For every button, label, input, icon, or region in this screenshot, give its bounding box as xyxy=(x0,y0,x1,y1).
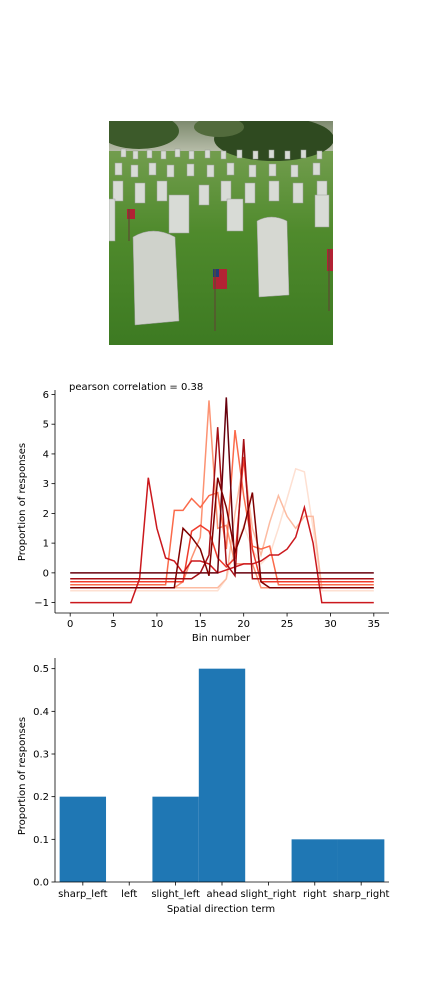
y-tick-label: 0.1 xyxy=(33,835,49,846)
series-line-5 xyxy=(70,456,374,583)
y-tick-label: 1 xyxy=(43,539,49,550)
x-tick-label: 0 xyxy=(67,619,73,630)
series-line-1 xyxy=(70,467,374,592)
y-tick-label: 0.2 xyxy=(33,792,49,803)
y-tick-label: 5 xyxy=(43,420,49,431)
y-tick-label: 0.4 xyxy=(33,707,49,718)
series-line-6 xyxy=(70,477,374,604)
line-chart: pearson correlation = 0.38 0 5 10 15 20 25 30 3… xyxy=(17,382,389,644)
x-tick-label: 35 xyxy=(367,619,380,630)
x-tick-label: 5 xyxy=(110,619,116,630)
x-tick-label: 30 xyxy=(324,619,337,630)
cemetery-photo xyxy=(109,121,333,345)
y-tick-label: 0.3 xyxy=(33,750,49,761)
series-line-9 xyxy=(70,477,374,589)
y-axis-label: Proportion of responses xyxy=(17,717,28,835)
bar-sharp_left xyxy=(59,796,107,882)
x-tick-label: right xyxy=(303,889,327,900)
bar-chart: sharp_left left slight_left ahead slight_rig… xyxy=(17,658,390,915)
y-tick-label: −1 xyxy=(34,598,49,609)
y-tick-label: 6 xyxy=(43,390,49,401)
bar-right xyxy=(291,839,338,882)
bar-ahead xyxy=(198,668,246,882)
x-tick-label: left xyxy=(121,889,137,900)
x-axis-label: Spatial direction term xyxy=(167,904,275,915)
x-tick-label: 15 xyxy=(194,619,207,630)
series-line-8 xyxy=(70,397,374,574)
series-line-7 xyxy=(70,427,374,580)
x-tick-label: ahead xyxy=(206,889,237,900)
x-tick-label: 25 xyxy=(281,619,294,630)
y-tick-label: 0 xyxy=(43,568,49,579)
x-tick-label: 10 xyxy=(151,619,164,630)
chart-annotation: pearson correlation = 0.38 xyxy=(69,382,203,393)
y-tick-label: 3 xyxy=(43,479,49,490)
y-tick-label: 0.5 xyxy=(33,664,49,675)
y-tick-label: 4 xyxy=(43,449,49,460)
x-tick-label: slight_right xyxy=(240,889,296,900)
y-axis-label: Proportion of responses xyxy=(17,443,28,561)
bar-sharp_right xyxy=(337,839,385,882)
y-tick-label: 0.0 xyxy=(33,878,49,889)
bar-slight_left xyxy=(152,796,199,882)
x-tick-label: sharp_right xyxy=(333,889,390,900)
x-tick-label: sharp_left xyxy=(58,889,107,900)
x-tick-label: slight_left xyxy=(151,889,200,900)
x-tick-label: 20 xyxy=(237,619,250,630)
y-tick-label: 2 xyxy=(43,509,49,520)
x-axis-label: Bin number xyxy=(192,633,251,644)
series-line-4 xyxy=(70,430,374,586)
